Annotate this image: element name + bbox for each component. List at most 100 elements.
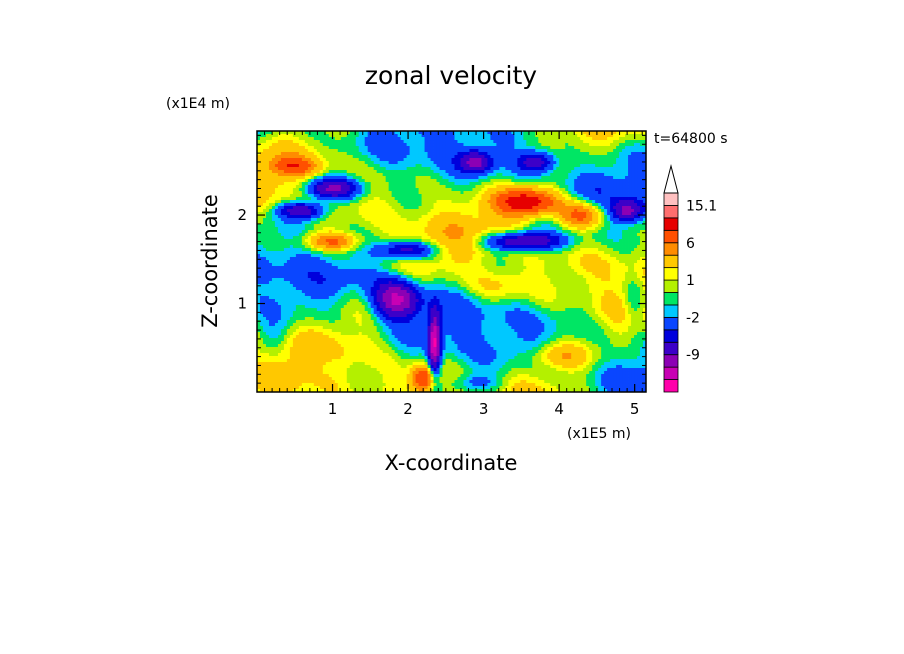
contour-cell [301,233,306,237]
contour-cell [328,194,333,198]
contour-cell [526,131,530,135]
contour-cell [289,200,294,204]
contour-cell [313,179,318,183]
contour-cell [601,164,605,168]
contour-cell [328,233,333,237]
contour-cell [493,161,497,165]
contour-cell [412,236,416,240]
contour-cell [430,230,434,234]
contour-cell [361,137,366,141]
contour-cell [637,131,641,135]
contour-cell [514,158,518,162]
contour-cell [325,143,330,147]
contour-cell [310,182,315,186]
contour-cell [313,233,318,237]
contour-cell [358,245,363,249]
contour-cell [436,230,440,234]
contour-cell [340,158,345,162]
contour-cell [257,221,261,225]
contour-cell [634,143,638,147]
contour-cell [334,233,339,237]
contour-cell [286,137,291,141]
contour-cell [457,143,461,147]
contour-cell [538,149,542,153]
contour-cell [565,218,569,222]
contour-cell [304,224,309,228]
contour-cell [424,227,428,231]
contour-cell [298,164,303,168]
contour-cell [481,158,485,162]
contour-cell [502,206,506,210]
contour-cell [316,203,321,207]
contour-cell [505,152,509,156]
contour-cell [592,182,596,186]
contour-cell [586,146,590,150]
contour-cell [439,227,443,231]
contour-cell [634,137,638,141]
contour-cell [373,143,378,147]
contour-cell [562,164,566,168]
contour-cell [385,212,390,216]
contour-cell [286,197,291,201]
contour-cell [262,224,267,228]
contour-cell [526,185,530,189]
contour-cell [400,164,405,168]
contour-cell [439,218,443,222]
contour-cell [622,140,626,144]
contour-cell [277,140,282,144]
contour-cell [448,236,452,240]
contour-cell [544,224,548,228]
contour-cell [340,143,345,147]
contour-cell [349,176,354,180]
contour-cell [535,212,539,216]
contour-cell [613,221,617,225]
contour-cell [556,218,560,222]
contour-cell [364,203,369,207]
contour-cell [466,239,470,243]
contour-cell [487,227,491,231]
contour-cell [478,212,482,216]
contour-cell [382,137,387,141]
contour-cell [355,245,360,249]
contour-cell [394,191,399,195]
contour-cell [337,173,342,177]
contour-cell [508,140,512,144]
contour-cell [580,200,584,204]
contour-cell [457,185,461,189]
contour-cell [265,137,270,141]
contour-cell [442,152,446,156]
contour-cell [556,236,560,240]
contour-cell [406,146,411,150]
contour-cell [394,143,399,147]
contour-cell [529,233,533,237]
contour-cell [379,215,384,219]
contour-cell [634,230,638,234]
contour-cell [325,164,330,168]
contour-cell [616,149,620,153]
contour-cell [619,182,623,186]
contour-cell [373,218,378,222]
contour-cell [361,185,366,189]
contour-cell [265,173,270,177]
contour-cell [331,185,336,189]
contour-cell [589,137,593,141]
contour-cell [514,179,518,183]
contour-cell [553,140,557,144]
contour-cell [334,200,339,204]
contour-cell [271,206,276,210]
contour-cell [640,140,644,144]
contour-cell [601,203,605,207]
contour-cell [409,188,413,192]
contour-cell [257,239,261,243]
contour-cell [457,209,461,213]
contour-cell [364,224,369,228]
contour-cell [604,200,608,204]
contour-cell [262,146,267,150]
contour-cell [475,155,479,159]
contour-cell [622,167,626,171]
contour-cell [325,167,330,171]
contour-cell [289,143,294,147]
contour-cell [514,161,518,165]
contour-cell [310,188,315,192]
contour-cell [295,167,300,171]
